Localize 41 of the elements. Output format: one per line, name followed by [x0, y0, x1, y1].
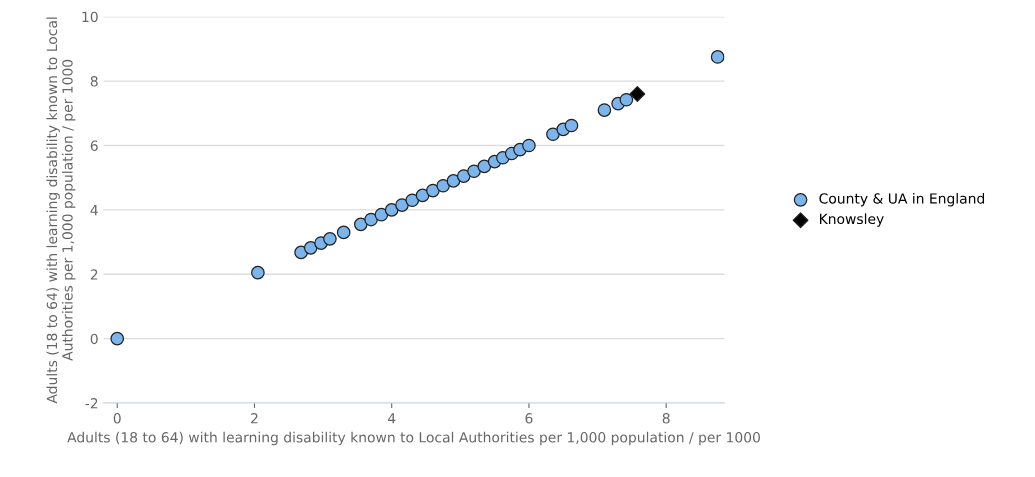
- point: [564, 118, 579, 133]
- x-axis-title: Adults (18 to 64) with learning disability known to Local Authorities per 1,000 population / per 1000: [67, 431, 760, 446]
- y-axis-title: Adults (18 to 64) with learning disability known to Local Authorities per 1,000 population / per 1000: [46, 17, 76, 404]
- x-tick-label: 8: [662, 413, 670, 424]
- point: [303, 241, 318, 255]
- y-tick-label: 4: [90, 205, 98, 216]
- y-tick-label: 10: [82, 11, 98, 23]
- point: [364, 212, 378, 227]
- point: [446, 174, 461, 188]
- legend-label: County & UA in England: [819, 192, 985, 207]
- y-tick-label: 0: [90, 333, 98, 345]
- point: [405, 193, 420, 208]
- point: [619, 92, 634, 107]
- point: [251, 265, 265, 280]
- point: [629, 86, 646, 102]
- point: [353, 217, 368, 232]
- point: [426, 183, 440, 198]
- point: [110, 331, 125, 346]
- x-tick-label: 0: [113, 413, 121, 424]
- y-tick-label: 8: [90, 76, 98, 87]
- y-tick-label: 6: [90, 140, 98, 151]
- point: [374, 207, 389, 222]
- x-tick-label: 2: [251, 413, 258, 424]
- x-tick-label: 6: [525, 413, 533, 424]
- point: [597, 103, 612, 117]
- point: [323, 232, 337, 246]
- legend-label: Knowsley: [819, 213, 884, 227]
- point: [436, 178, 450, 193]
- point: [336, 225, 351, 240]
- point: [546, 127, 560, 142]
- point: [415, 188, 430, 203]
- point: [522, 138, 536, 153]
- point: [384, 203, 399, 217]
- point: [467, 164, 481, 179]
- point: [710, 50, 725, 64]
- y-tick-label: 2: [90, 269, 98, 280]
- point: [456, 169, 471, 183]
- x-tick-label: 4: [387, 413, 396, 424]
- point: [395, 198, 409, 212]
- point: [477, 159, 492, 174]
- y-tick-label: -2: [85, 398, 98, 409]
